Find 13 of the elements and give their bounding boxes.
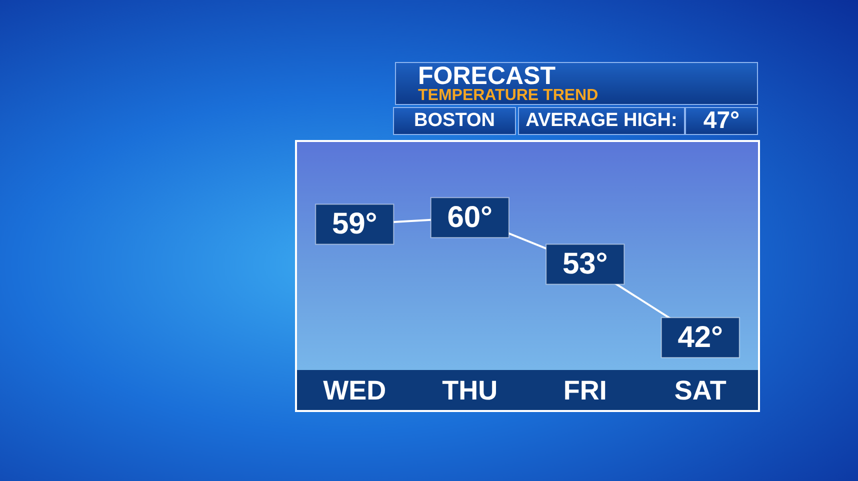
x-tick-label: WED <box>323 376 386 406</box>
chart-title: FORECAST <box>418 62 556 90</box>
text: BOSTON <box>393 107 516 135</box>
chart-subtitle: TEMPERATURE TREND <box>418 86 598 104</box>
text: 47° <box>685 107 758 135</box>
x-tick-label: THU <box>442 376 498 406</box>
data-label: 42° <box>678 320 724 354</box>
data-label: 60° <box>447 200 493 234</box>
data-label: 53° <box>562 248 608 281</box>
data-label: 59° <box>332 208 378 241</box>
text: AVERAGE HIGH: <box>518 107 685 135</box>
x-tick-label: FRI <box>563 376 607 406</box>
x-tick-label: SAT <box>674 376 727 406</box>
